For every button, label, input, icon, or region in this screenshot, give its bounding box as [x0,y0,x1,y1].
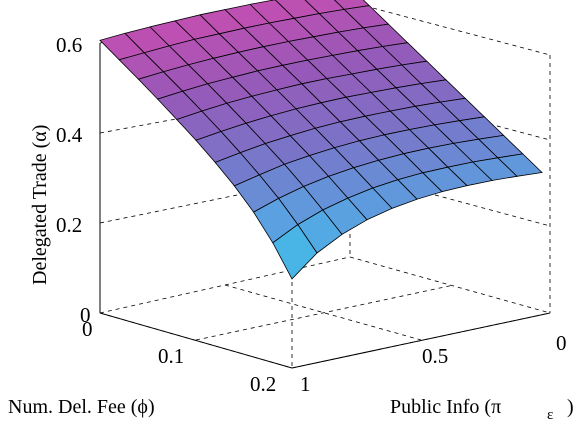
y-axis-label-subscript: ε [547,407,553,423]
y-tick-0: 0 [556,331,567,355]
x-tick-0.1: 0.1 [158,344,184,368]
z-axis-label: Delegated Trade (α) [29,125,51,285]
y-tick-1: 1 [300,372,311,396]
floor-grid-x-0.1 [195,284,455,341]
z-tick-0.6: 0.6 [56,33,82,57]
right-back-floor [349,256,551,314]
x-axis-label: Num. Del. Fee (ϕ) [8,396,155,418]
surface-mesh [99,0,543,280]
x-tick-0.2: 0.2 [250,372,276,396]
z-tick-0: 0 [80,303,91,327]
y-axis-line [291,312,551,369]
tick-labels: 0.6 0.4 0.2 0 0 0.1 0.2 1 0.5 0 [56,33,567,396]
y-axis-label-main: Public Info (π [390,396,501,418]
z-tick-0.2: 0.2 [56,213,82,237]
z-grid-0.2-left [99,171,351,224]
surface-patch-9-9 [272,224,318,280]
x-tick-0: 0 [82,317,93,341]
axis-frame [99,43,551,369]
z-tick-0.4: 0.4 [56,123,83,147]
floor-grid-y-0.5 [224,284,422,341]
y-axis-label: Public Info (π ε ) [390,396,574,423]
y-axis-label-close: ) [567,396,574,418]
y-tick-0.5: 0.5 [422,344,448,368]
back-wall-right [349,1,551,56]
x-axis-line [99,312,293,369]
